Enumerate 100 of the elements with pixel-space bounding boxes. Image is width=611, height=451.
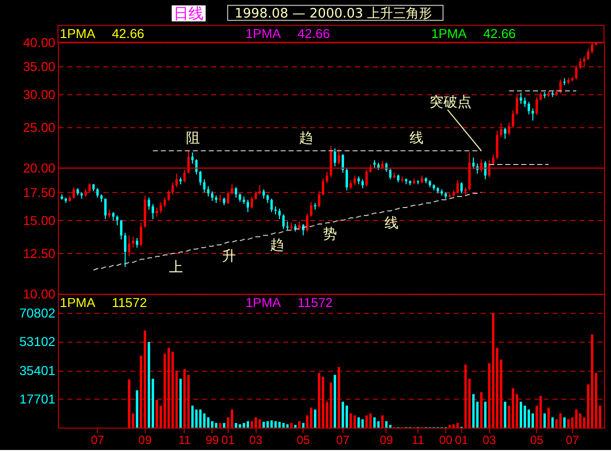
bar [203, 413, 206, 428]
bar [215, 422, 218, 428]
annotation: 趋 [298, 130, 313, 147]
candlestick [500, 122, 502, 138]
candlestick [354, 175, 356, 186]
bar [179, 378, 182, 428]
candlestick [586, 48, 590, 61]
y-tick-label: 40.00 [22, 34, 56, 50]
candlestick [575, 65, 578, 80]
bar [452, 424, 455, 428]
bar [540, 396, 542, 428]
bar [492, 313, 494, 428]
bar [567, 419, 570, 428]
bar [385, 421, 388, 428]
candlestick [270, 198, 273, 213]
candlestick [306, 212, 308, 232]
candlestick [207, 186, 210, 198]
candlestick [583, 56, 586, 68]
y-tick-label: 30.00 [22, 87, 56, 102]
annotation: 势 [322, 226, 337, 242]
x-tick-label: 07 [90, 433, 104, 448]
annotation: 突破点 [430, 94, 472, 111]
bar [575, 410, 578, 428]
candlestick [334, 148, 336, 167]
x-tick-label: 03 [482, 433, 496, 448]
candlestick [171, 182, 174, 195]
y-tick-label: 12.50 [22, 246, 56, 261]
candlestick [536, 96, 538, 116]
bar [218, 422, 222, 428]
candlestick [496, 130, 498, 160]
bar [286, 424, 289, 428]
bar [195, 410, 198, 428]
candlestick [389, 168, 392, 180]
candlestick [72, 186, 75, 200]
y-tick-label: 17701 [19, 391, 56, 406]
candlestick [520, 92, 522, 104]
candlestick [488, 160, 490, 178]
candlestick [346, 168, 348, 191]
bar [480, 392, 483, 428]
text: 42.66 [483, 26, 516, 41]
bar [520, 402, 522, 428]
x-tick-label: 01 [454, 433, 469, 448]
bar [246, 421, 250, 428]
candlestick [230, 184, 234, 195]
candlestick [484, 160, 486, 180]
candlestick [338, 148, 340, 165]
candlestick [492, 154, 494, 166]
annotation: 线 [384, 215, 399, 232]
candlestick [124, 232, 126, 268]
annotation: 11572 [298, 294, 333, 310]
bar [524, 406, 526, 428]
annotation: 上 [169, 259, 184, 276]
candlestick [211, 190, 214, 202]
bar [207, 417, 210, 428]
x-tick-label: 00 [439, 433, 453, 448]
x-tick-label: 99 [206, 433, 220, 448]
bar [222, 422, 226, 428]
candlestick [175, 173, 178, 188]
bar [290, 422, 293, 428]
annotation: 11572 [112, 294, 147, 310]
bar [504, 402, 506, 428]
annotation: 升 [222, 248, 236, 264]
bar [318, 372, 320, 428]
bar [270, 420, 273, 428]
y-tick-label: 35401 [19, 362, 56, 378]
bar [528, 410, 530, 428]
candlestick [152, 204, 154, 220]
text: 1PMA [431, 26, 467, 41]
bar [361, 419, 364, 428]
bar [365, 415, 368, 428]
bar [211, 421, 214, 428]
bar [448, 424, 451, 428]
bar [456, 422, 459, 428]
x-tick-label: 03 [249, 433, 263, 448]
candlestick [318, 190, 320, 208]
candlestick [310, 201, 312, 218]
text: 42.66 [112, 26, 144, 41]
candlestick [250, 196, 253, 210]
bar [543, 413, 546, 428]
bar [168, 348, 170, 428]
candlestick [160, 201, 162, 214]
bar [128, 379, 130, 428]
y-tick-label: 25.00 [22, 120, 56, 136]
candlestick [472, 157, 475, 170]
candlestick [504, 127, 506, 140]
bar [472, 394, 475, 428]
candlestick [258, 184, 261, 195]
candlestick [342, 154, 344, 174]
bar [294, 424, 297, 428]
bar [199, 410, 202, 428]
bar [242, 422, 246, 428]
x-tick-label: 09 [138, 433, 152, 448]
candlestick [528, 101, 530, 115]
bar [590, 334, 594, 428]
candlestick [203, 178, 206, 193]
x-tick-label: 07 [566, 433, 580, 448]
bar [338, 367, 340, 428]
bar [298, 421, 300, 428]
bar [148, 342, 150, 428]
candlestick [480, 158, 483, 172]
